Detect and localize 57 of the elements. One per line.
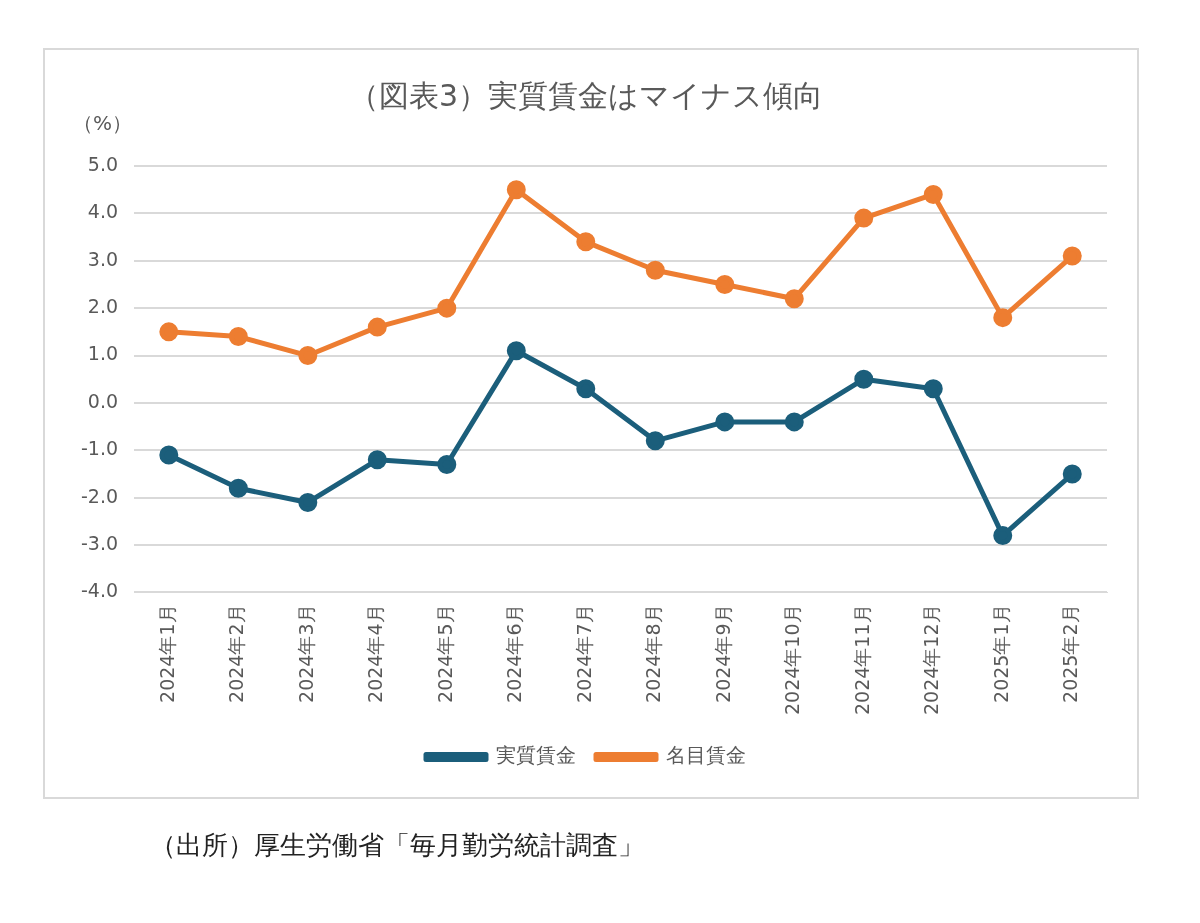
point (854, 208, 874, 228)
point (923, 184, 943, 204)
x-tick-label: 2024年4月 (364, 604, 387, 703)
point (437, 455, 457, 475)
x-tick-label: 2024年7月 (572, 604, 595, 703)
x-tick-label: 2024年10月 (781, 604, 804, 715)
x-tick-label: 2025年2月 (1059, 604, 1082, 703)
x-tick-label: 2024年6月 (503, 604, 526, 703)
point (784, 289, 804, 309)
point (367, 317, 387, 337)
y-tick-label: -2.0 (80, 484, 119, 507)
point (645, 431, 665, 451)
x-tick-label: 2024年9月 (711, 604, 734, 703)
point (159, 445, 179, 465)
point (784, 412, 804, 432)
x-tick-label: 2025年1月 (989, 604, 1012, 703)
point (645, 260, 665, 280)
point (298, 492, 318, 512)
y-tick-label: 2.0 (87, 295, 119, 318)
x-tick-label: 2024年8月 (642, 604, 665, 703)
point (437, 298, 457, 318)
legend-label: 実質賃金 (496, 743, 576, 768)
y-tick-label: -3.0 (80, 532, 119, 555)
x-tick-label: 2024年1月 (155, 604, 178, 703)
chart-title: （図表3）実質賃金はマイナス傾向 (348, 77, 824, 113)
point (854, 369, 874, 389)
y-tick-label: 4.0 (87, 200, 119, 223)
x-tick-label: 2024年11月 (850, 604, 873, 715)
point (1062, 246, 1082, 266)
point (576, 379, 596, 399)
point (159, 322, 179, 342)
point (506, 180, 526, 200)
point (715, 412, 735, 432)
x-tick-label: 2024年12月 (920, 604, 943, 715)
y-tick-label: 0.0 (87, 389, 119, 412)
x-tick-label: 2024年3月 (294, 604, 317, 703)
x-tick-label: 2024年5月 (433, 604, 456, 703)
point (923, 379, 943, 399)
text: （出所）厚生労働省「毎月勤労統計調査」 (150, 829, 644, 862)
point (228, 327, 248, 347)
legend-label: 名目賃金 (666, 743, 746, 768)
x-tick-label: 2024年2月 (225, 604, 248, 703)
point (715, 274, 735, 294)
y-tick-label: -1.0 (80, 437, 119, 460)
y-tick-label: -4.0 (80, 579, 119, 602)
point (993, 308, 1013, 328)
point (506, 341, 526, 361)
point (367, 450, 387, 470)
y-axis-title: （%） (73, 111, 133, 136)
point (298, 346, 318, 366)
y-tick-label: 5.0 (87, 152, 119, 175)
point (993, 526, 1013, 546)
y-tick-label: 1.0 (87, 342, 119, 365)
point (1062, 464, 1082, 484)
point (576, 232, 596, 252)
y-tick-label: 3.0 (87, 247, 119, 270)
point (228, 478, 248, 498)
